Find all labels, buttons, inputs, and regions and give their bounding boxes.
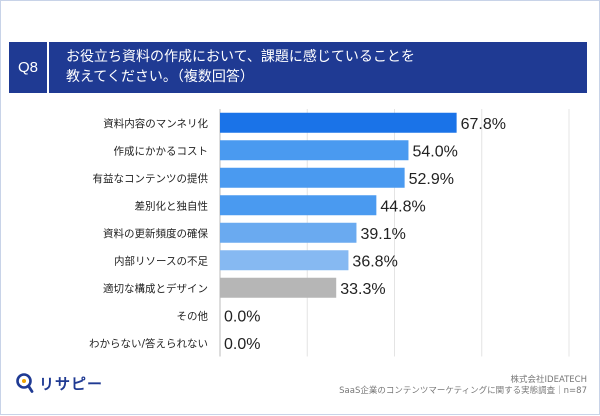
magnifier-pin-icon bbox=[16, 373, 34, 393]
category-label: 資料の更新頻度の確保 bbox=[103, 227, 208, 240]
category-label: わからない/答えられない bbox=[89, 337, 208, 350]
value-label: 0.0% bbox=[224, 308, 260, 325]
value-label: 39.1% bbox=[360, 226, 405, 243]
bar bbox=[220, 222, 357, 243]
category-label: 作成にかかるコスト bbox=[114, 145, 209, 157]
logo-text: リサピー bbox=[39, 374, 104, 393]
bar bbox=[220, 250, 349, 271]
question-number-badge: Q8 bbox=[9, 42, 47, 93]
bar bbox=[220, 167, 405, 188]
bar bbox=[220, 195, 377, 216]
value-label: 44.8% bbox=[380, 198, 425, 215]
value-label: 0.0% bbox=[224, 336, 260, 353]
value-label: 52.9% bbox=[409, 171, 454, 188]
value-label: 67.8% bbox=[461, 116, 506, 133]
bar bbox=[220, 140, 409, 161]
category-label: 内部リソースの不足 bbox=[114, 254, 208, 267]
bar bbox=[220, 277, 337, 298]
category-label: 適切な構成とデザイン bbox=[103, 282, 208, 295]
bar bbox=[220, 112, 457, 133]
category-label: 有益なコンテンツの提供 bbox=[93, 172, 209, 185]
question-text-line-1: お役立ち資料の作成において、課題に感じていることを bbox=[66, 49, 415, 65]
question-title-box: お役立ち資料の作成において、課題に感じていることを 教えてください。（複数回答） bbox=[49, 42, 587, 93]
category-label: 差別化と独自性 bbox=[135, 199, 209, 212]
footer-company: 株式会社IDEATECH bbox=[510, 375, 587, 385]
risapy-logo: リサピー bbox=[15, 372, 103, 394]
value-label: 33.3% bbox=[340, 281, 385, 298]
category-label: 資料内容のマンネリ化 bbox=[103, 117, 208, 130]
value-label: 54.0% bbox=[412, 143, 457, 160]
category-label: その他 bbox=[177, 309, 209, 322]
question-number: Q8 bbox=[17, 59, 38, 76]
value-label: 36.8% bbox=[352, 253, 397, 270]
question-text-line-2: 教えてください。（複数回答） bbox=[66, 69, 254, 85]
footer-survey: SaaS企業のコンテンツマーケティングに関する実態調査｜n=87 bbox=[339, 386, 587, 396]
